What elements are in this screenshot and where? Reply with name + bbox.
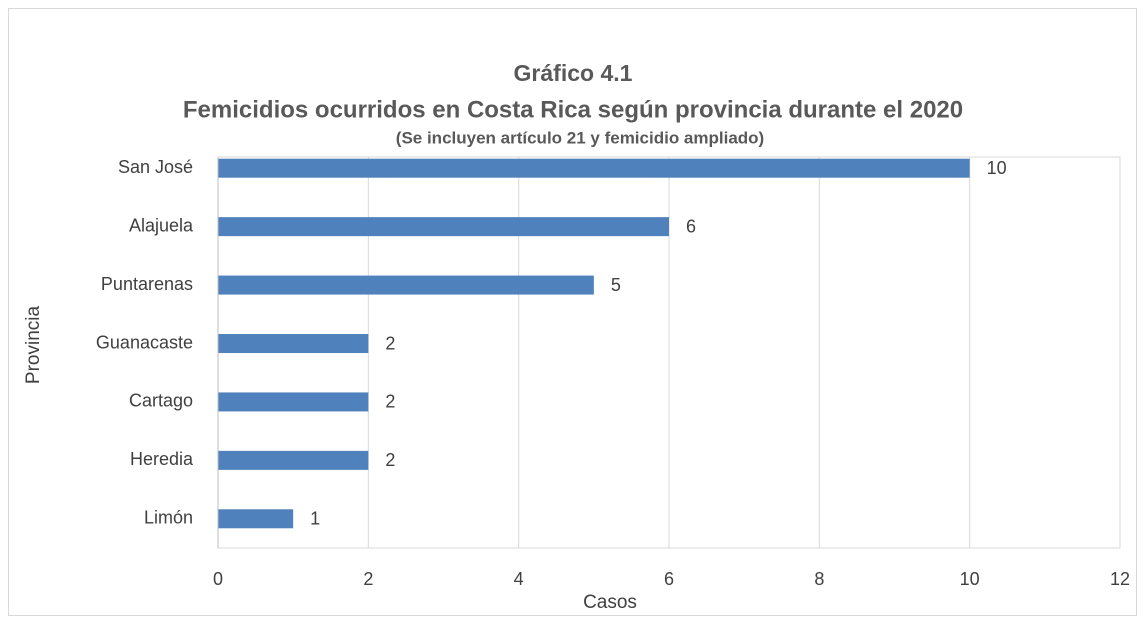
x-tick-label: 10 [960,569,980,589]
data-label: 2 [385,333,395,353]
chart-title: Gráfico 4.1 [514,60,633,86]
y-tick-label: Cartago [129,391,193,411]
y-tick-label: Alajuela [129,215,194,235]
y-tick-label: Limón [144,508,193,528]
x-tick-label: 2 [363,569,373,589]
data-label: 2 [385,450,395,470]
x-tick-label: 6 [664,569,674,589]
x-tick-label: 4 [514,569,524,589]
data-label: 2 [385,392,395,412]
y-tick-label: San José [118,157,193,177]
y-tick-label: Guanacaste [96,332,193,352]
chart-note: (Se incluyen artículo 21 y femicidio amp… [396,128,764,147]
y-tick-label: Heredia [130,449,194,469]
data-label: 1 [310,509,320,529]
bar [218,158,970,178]
bar [218,450,369,470]
chart-frame [8,8,1137,616]
bar [218,334,369,353]
data-label: 5 [611,275,621,295]
chart-subtitle: Femicidios ocurridos en Costa Rica según… [183,96,963,123]
y-axis-label: Provincia [23,306,44,385]
data-label: 10 [987,158,1007,178]
data-label: 6 [686,216,696,236]
y-tick-label: Puntarenas [101,274,193,294]
bar [218,275,594,295]
bar [218,509,294,529]
bar [218,217,669,237]
x-tick-label: 0 [213,569,223,589]
bar [218,392,369,412]
x-tick-label: 8 [814,569,824,589]
x-tick-label: 12 [1110,569,1130,589]
x-axis-label: Casos [583,592,637,613]
